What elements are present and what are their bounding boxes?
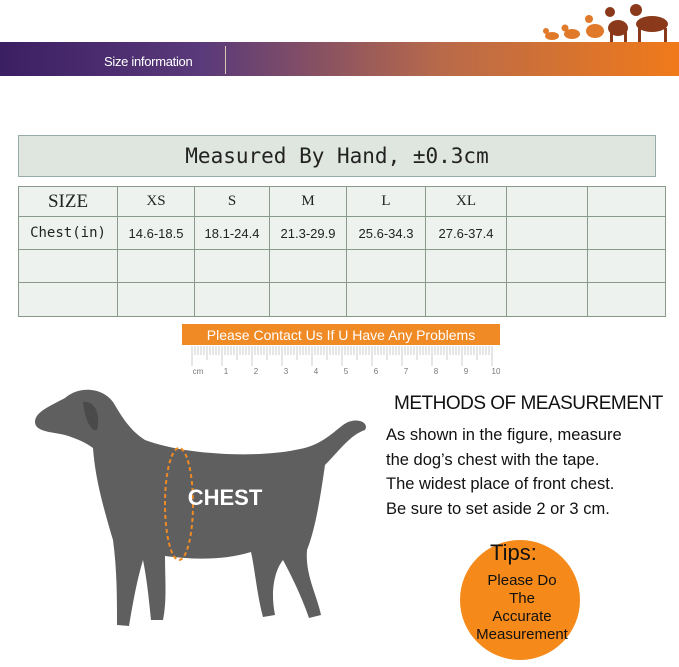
table-cell: [506, 216, 588, 250]
ruler-label: 1: [224, 367, 229, 376]
ruler-label: 4: [314, 367, 319, 376]
table-cell: [269, 282, 347, 317]
ruler-label: 8: [434, 367, 439, 376]
tips-circle: [460, 540, 580, 660]
ruler-label: 7: [404, 367, 409, 376]
table-cell: 21.3-29.9: [269, 216, 347, 250]
table-cell: [587, 282, 666, 317]
table-cell: [587, 249, 666, 283]
table-row: SIZE XS S M L XL: [18, 186, 666, 217]
table-cell: [18, 282, 118, 317]
table-cell: 14.6-18.5: [117, 216, 195, 250]
separator: [225, 46, 226, 74]
tips-line: The: [509, 590, 535, 607]
table-cell: S: [194, 186, 270, 217]
ruler-label: 2: [254, 367, 259, 376]
table-cell: M: [269, 186, 347, 217]
ruler-label: 3: [284, 367, 289, 376]
table-cell: 25.6-34.3: [346, 216, 426, 250]
table-cell: [194, 249, 270, 283]
tips-line: Please Do: [487, 572, 557, 589]
table-cell: [346, 282, 426, 317]
table-cell: XL: [425, 186, 507, 217]
ruler-label: cm: [193, 367, 204, 376]
measure-note: Measured By Hand, ±0.3cm: [18, 135, 656, 177]
tips-title: Tips:: [490, 540, 537, 565]
ruler-label: 6: [374, 367, 379, 376]
table-cell: [506, 282, 588, 317]
methods-title: METHODS OF MEASUREMENT: [394, 393, 663, 414]
table-cell: L: [346, 186, 426, 217]
table-cell: [18, 249, 118, 283]
method-line: the dog’s chest with the tape.: [386, 450, 600, 469]
ruler-label: 5: [344, 367, 349, 376]
tips-line: Accurate: [492, 608, 552, 625]
table-cell: [346, 249, 426, 283]
header-title: Size information: [104, 54, 193, 69]
table-cell: [117, 249, 195, 283]
table-cell: 18.1-24.4: [194, 216, 270, 250]
table-cell: [269, 249, 347, 283]
table-cell: XS: [117, 186, 195, 217]
table-cell: [506, 249, 588, 283]
figure-label: CHEST: [188, 485, 263, 510]
method-line: As shown in the figure, measure: [386, 426, 622, 444]
size-table: SIZE XS S M L XL Chest(in) 14.6-18.5 18.1-24.4 21…: [18, 186, 666, 317]
ruler: cm 1 2 3 4 5 6 7 8 9 10: [191, 346, 500, 376]
table-cell: 27.6-37.4: [425, 216, 507, 250]
ruler-label: 9: [464, 367, 469, 376]
ruler-label: 10: [492, 367, 500, 376]
method-line: Be sure to set aside 2 or 3 cm.: [386, 499, 610, 518]
method-line: The widest place of front chest.: [386, 475, 615, 493]
table-cell: [425, 282, 507, 317]
contact-banner: Please Contact Us If U Have Any Problems: [182, 324, 500, 345]
dog-figure: CHEST: [35, 389, 366, 626]
dog-icons: [543, 4, 668, 42]
table-cell: [587, 216, 666, 250]
table-cell: [194, 282, 270, 317]
table-cell: [425, 249, 507, 283]
tips-line: Measurement: [476, 626, 568, 643]
table-cell: [587, 186, 666, 217]
table-cell: [117, 282, 195, 317]
table-row: Chest(in) 14.6-18.5 18.1-24.4 21.3-29.9 25.6…: [18, 216, 666, 250]
table-row: [18, 249, 666, 283]
top-bar: [0, 42, 679, 76]
table-cell: [506, 186, 588, 217]
table-cell: Chest(in): [18, 216, 118, 250]
table-cell: SIZE: [18, 186, 118, 217]
table-row: [18, 282, 666, 317]
